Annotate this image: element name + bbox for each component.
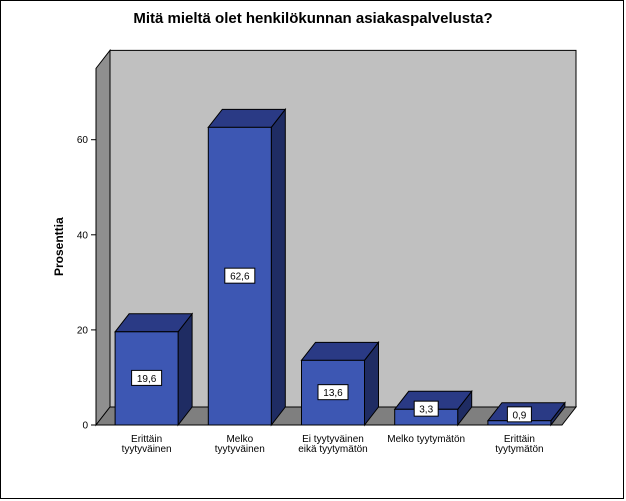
chart-title: Mitä mieltä olet henkilökunnan asiakaspa… — [133, 10, 493, 27]
bar-side — [270, 107, 286, 427]
x-tick-label: tyytyväinen — [215, 444, 265, 455]
data-label: 3,3 — [419, 405, 433, 416]
data-label: 19,6 — [137, 374, 157, 385]
y-axis-label: Prosenttia — [52, 217, 66, 276]
y-tick-label: 60 — [77, 135, 89, 146]
x-tick-label: tyytyväinen — [122, 444, 172, 455]
data-label-box — [131, 369, 163, 386]
data-label: 62,6 — [230, 272, 250, 283]
bar-top — [300, 341, 380, 361]
y-tick-label: 0 — [82, 421, 88, 432]
data-label-box — [317, 384, 349, 401]
bar-side — [177, 312, 193, 427]
x-tick-label: Ei tyytyväinen — [302, 434, 364, 445]
data-label-box — [506, 406, 532, 423]
data-label: 0,9 — [512, 410, 526, 421]
y-tick-label: 20 — [77, 325, 89, 336]
x-tick-label: Erittäin — [131, 434, 162, 445]
x-tick-label: Melko tyytymätön — [387, 434, 465, 445]
side-wall — [95, 48, 111, 427]
data-label-box — [413, 400, 439, 417]
y-tick-label: 40 — [77, 230, 89, 241]
x-tick-label: Melko — [226, 434, 253, 445]
x-tick-label: Erittäin — [504, 434, 535, 445]
x-tick-label: eikä tyytymätön — [298, 444, 367, 455]
x-tick-label: tyytymätön — [495, 444, 543, 455]
bar-top — [207, 108, 287, 128]
data-label-box — [224, 267, 256, 284]
data-label: 13,6 — [323, 388, 343, 399]
bar-top — [114, 313, 194, 333]
